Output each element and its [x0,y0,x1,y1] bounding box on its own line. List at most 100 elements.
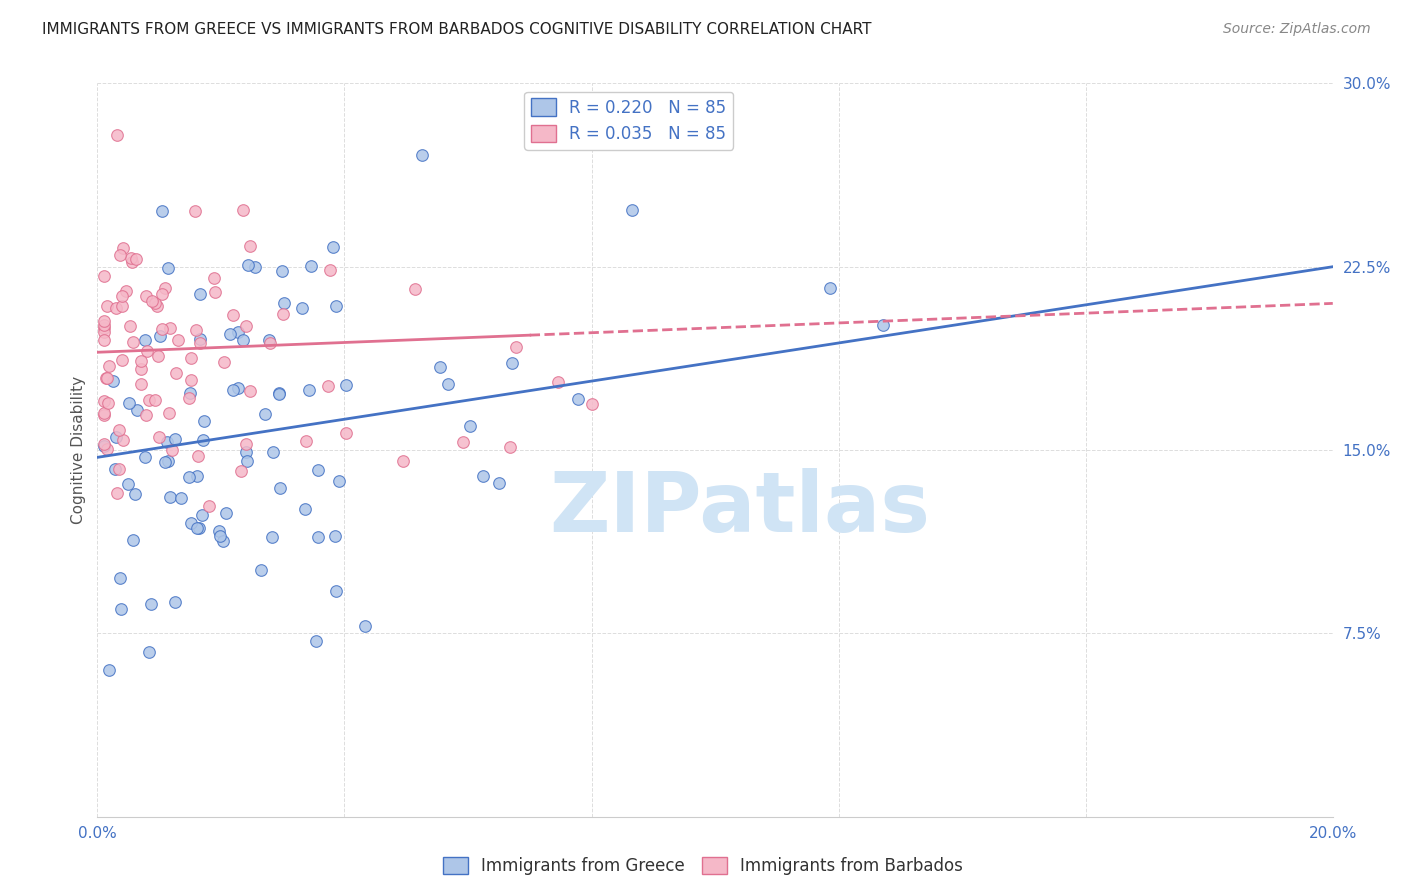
Point [134,333,156,347]
Point [501,355,523,369]
Point [93,318,115,333]
Point [179,385,201,400]
Point [208,529,231,543]
Point [188,287,211,301]
Point [191,434,214,448]
Point [120,318,142,333]
Point [271,308,294,322]
Point [335,378,357,392]
Point [136,343,159,358]
Point [108,248,131,262]
Point [180,351,202,365]
Point [188,336,211,351]
Point [139,598,162,612]
Point [325,583,347,598]
Point [118,395,141,409]
Point [262,531,284,545]
Point [291,301,314,316]
Point [202,270,225,285]
Point [96,371,118,385]
Point [93,409,115,423]
Point [567,392,589,406]
Point [218,326,240,341]
Point [157,406,180,420]
Point [307,530,329,544]
Point [124,487,146,501]
Point [167,333,190,347]
Point [93,314,115,328]
Point [411,148,433,162]
Point [267,385,290,400]
Point [186,469,208,483]
Point [180,373,202,387]
Point [353,619,375,633]
Point [818,281,841,295]
Point [488,476,510,491]
Point [235,437,257,451]
Point [222,383,245,397]
Point [131,361,153,376]
Point [269,482,291,496]
Legend: R = 0.220   N = 85, R = 0.035   N = 85: R = 0.220 N = 85, R = 0.035 N = 85 [524,92,733,150]
Point [186,521,208,535]
Point [129,377,152,392]
Point [149,329,172,343]
Point [226,380,249,394]
Point [328,475,350,489]
Point [271,264,294,278]
Point [392,454,415,468]
Point [93,406,115,420]
Point [253,407,276,421]
Point [150,286,173,301]
Point [257,334,280,348]
Point [307,463,329,477]
Point [232,333,254,347]
Point [103,375,125,389]
Point [125,252,148,266]
Point [127,403,149,417]
Point [188,521,211,535]
Point [135,289,157,303]
Point [93,439,115,453]
Point [108,571,131,585]
Point [169,491,191,506]
Point [231,464,253,478]
Point [145,299,167,313]
Point [104,301,127,316]
Point [322,240,344,254]
Point [204,285,226,300]
Point [105,430,128,444]
Point [97,396,120,410]
Point [110,602,132,616]
Point [93,333,115,347]
Point [138,393,160,408]
Point [318,263,340,277]
Point [148,430,170,444]
Point [105,128,128,142]
Point [259,336,281,351]
Point [115,284,138,298]
Point [472,469,495,483]
Point [505,340,527,354]
Point [135,408,157,422]
Point [96,299,118,313]
Point [187,449,209,463]
Point [262,445,284,459]
Point [97,663,120,677]
Point [184,323,207,337]
Point [184,203,207,218]
Point [243,260,266,274]
Point [235,318,257,333]
Point [122,335,145,350]
Point [141,294,163,309]
Point [458,418,481,433]
Legend: Immigrants from Greece, Immigrants from Barbados: Immigrants from Greece, Immigrants from … [434,849,972,884]
Point [267,387,290,401]
Point [235,444,257,458]
Point [177,469,200,483]
Point [146,349,169,363]
Point [143,392,166,407]
Point [325,299,347,313]
Point [93,394,115,409]
Point [96,442,118,457]
